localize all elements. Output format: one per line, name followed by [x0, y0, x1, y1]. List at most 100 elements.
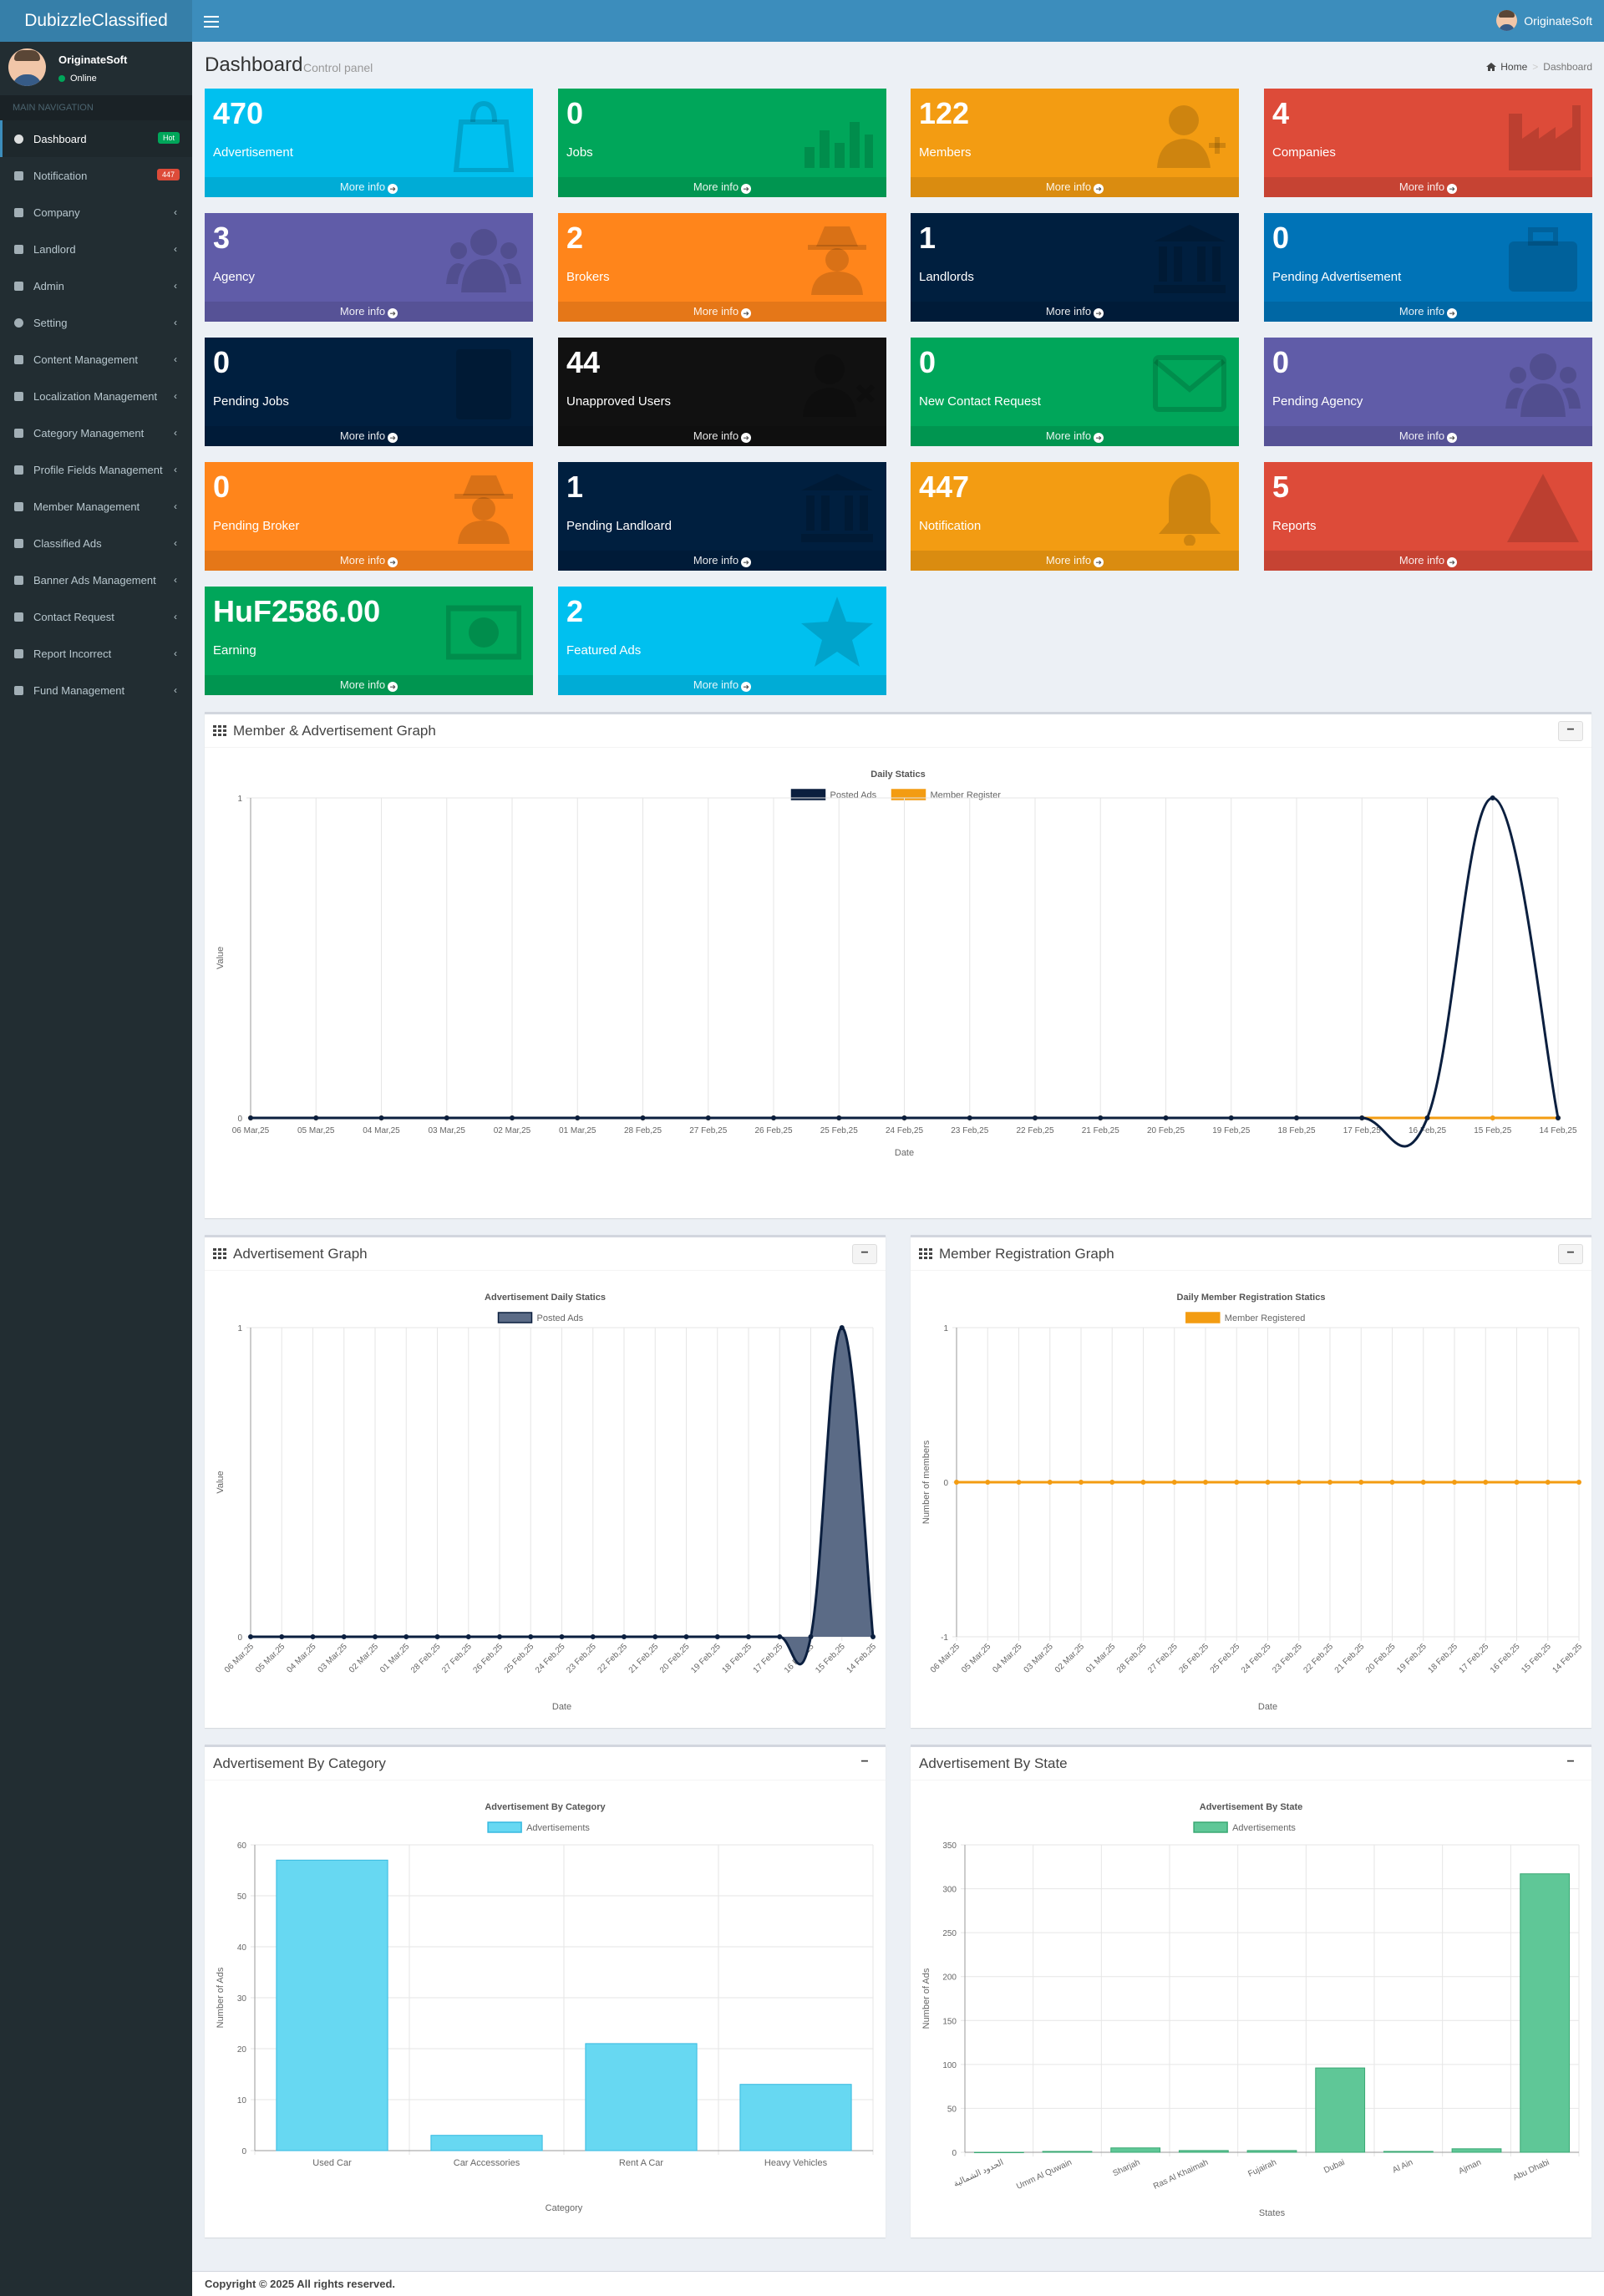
- data-point[interactable]: [1203, 1480, 1208, 1485]
- data-point[interactable]: [746, 1634, 751, 1639]
- app-logo[interactable]: DubizzleClassified: [0, 0, 192, 42]
- data-point[interactable]: [1265, 1480, 1271, 1485]
- more-info-link[interactable]: More info ➜: [205, 675, 533, 695]
- data-point[interactable]: [1033, 1115, 1038, 1120]
- data-point[interactable]: [622, 1634, 627, 1639]
- data-point[interactable]: [967, 1115, 972, 1120]
- sidebar-item-contact-request[interactable]: Contact Request ‹: [0, 598, 192, 635]
- legend-swatch[interactable]: [1193, 1821, 1228, 1833]
- data-point[interactable]: [1296, 1480, 1302, 1485]
- bar[interactable]: [1451, 2148, 1502, 2153]
- data-point[interactable]: [705, 1115, 711, 1120]
- data-point[interactable]: [1228, 1115, 1234, 1120]
- data-point[interactable]: [1327, 1480, 1332, 1485]
- more-info-link[interactable]: More info ➜: [1264, 177, 1592, 197]
- bar[interactable]: [1110, 2147, 1161, 2153]
- data-point[interactable]: [714, 1634, 720, 1639]
- data-point[interactable]: [559, 1634, 565, 1639]
- more-info-link[interactable]: More info ➜: [558, 177, 886, 197]
- sidebar-item-admin[interactable]: Admin ‹: [0, 267, 192, 304]
- legend-swatch[interactable]: [891, 789, 926, 800]
- data-point[interactable]: [248, 1115, 253, 1120]
- bar[interactable]: [1520, 1873, 1571, 2153]
- more-info-link[interactable]: More info ➜: [558, 302, 886, 322]
- collapse-button[interactable]: −: [1566, 1755, 1575, 1769]
- data-point[interactable]: [575, 1115, 581, 1120]
- bar[interactable]: [585, 2043, 698, 2151]
- data-point[interactable]: [954, 1480, 959, 1485]
- sidebar-item-profile-fields-management[interactable]: Profile Fields Management ‹: [0, 451, 192, 488]
- sidebar-item-category-management[interactable]: Category Management ‹: [0, 414, 192, 451]
- data-point[interactable]: [1452, 1480, 1457, 1485]
- sidebar-item-setting[interactable]: Setting ‹: [0, 304, 192, 341]
- data-point[interactable]: [313, 1115, 319, 1120]
- data-point[interactable]: [871, 1634, 876, 1639]
- data-point[interactable]: [1359, 1115, 1365, 1120]
- data-point[interactable]: [683, 1634, 689, 1639]
- more-info-link[interactable]: More info ➜: [1264, 551, 1592, 571]
- data-point[interactable]: [444, 1115, 449, 1120]
- data-point[interactable]: [1140, 1480, 1146, 1485]
- data-point[interactable]: [1163, 1115, 1169, 1120]
- data-point[interactable]: [1514, 1480, 1520, 1485]
- collapse-button[interactable]: −: [1558, 721, 1583, 741]
- bar[interactable]: [1178, 2150, 1229, 2153]
- more-info-link[interactable]: More info ➜: [911, 302, 1239, 322]
- more-info-link[interactable]: More info ➜: [911, 551, 1239, 571]
- data-point[interactable]: [652, 1634, 658, 1639]
- data-point[interactable]: [1294, 1115, 1299, 1120]
- data-point[interactable]: [640, 1115, 646, 1120]
- more-info-link[interactable]: More info ➜: [205, 302, 533, 322]
- data-point[interactable]: [1420, 1480, 1426, 1485]
- data-point[interactable]: [310, 1634, 316, 1639]
- collapse-button[interactable]: −: [1558, 1244, 1583, 1264]
- legend-swatch[interactable]: [1185, 1312, 1221, 1323]
- data-point[interactable]: [378, 1115, 384, 1120]
- data-point[interactable]: [771, 1115, 776, 1120]
- more-info-link[interactable]: More info ➜: [1264, 426, 1592, 446]
- sidebar-item-banner-ads-management[interactable]: Banner Ads Management ‹: [0, 561, 192, 598]
- breadcrumb-home[interactable]: Home: [1500, 61, 1528, 73]
- more-info-link[interactable]: More info ➜: [205, 177, 533, 197]
- sidebar-item-member-management[interactable]: Member Management ‹: [0, 488, 192, 525]
- data-point[interactable]: [1109, 1480, 1115, 1485]
- bar[interactable]: [1315, 2067, 1366, 2153]
- data-point[interactable]: [1234, 1480, 1240, 1485]
- data-point[interactable]: [497, 1634, 502, 1639]
- bar[interactable]: [430, 2135, 543, 2151]
- data-point[interactable]: [985, 1480, 991, 1485]
- data-point[interactable]: [1079, 1480, 1084, 1485]
- collapse-button[interactable]: −: [860, 1755, 869, 1769]
- data-point[interactable]: [1358, 1480, 1364, 1485]
- collapse-button[interactable]: −: [852, 1244, 877, 1264]
- data-point[interactable]: [1576, 1480, 1581, 1485]
- bar[interactable]: [739, 2084, 852, 2151]
- sidebar-item-landlord[interactable]: Landlord ‹: [0, 231, 192, 267]
- data-point[interactable]: [341, 1634, 347, 1639]
- sidebar-item-report-incorrect[interactable]: Report Incorrect ‹: [0, 635, 192, 672]
- legend-swatch[interactable]: [487, 1821, 522, 1833]
- data-point[interactable]: [279, 1634, 285, 1639]
- data-point[interactable]: [839, 1325, 845, 1330]
- data-point[interactable]: [1483, 1480, 1489, 1485]
- data-point[interactable]: [1490, 795, 1495, 800]
- data-point[interactable]: [465, 1634, 471, 1639]
- data-point[interactable]: [1556, 1115, 1561, 1120]
- legend-swatch[interactable]: [497, 1312, 533, 1323]
- more-info-link[interactable]: More info ➜: [205, 426, 533, 446]
- more-info-link[interactable]: More info ➜: [558, 675, 886, 695]
- more-info-link[interactable]: More info ➜: [911, 177, 1239, 197]
- data-point[interactable]: [248, 1634, 253, 1639]
- data-point[interactable]: [777, 1634, 783, 1639]
- sidebar-item-content-management[interactable]: Content Management ‹: [0, 341, 192, 378]
- more-info-link[interactable]: More info ➜: [911, 426, 1239, 446]
- bar[interactable]: [973, 2151, 1024, 2153]
- more-info-link[interactable]: More info ➜: [558, 426, 886, 446]
- sidebar-item-company[interactable]: Company ‹: [0, 194, 192, 231]
- more-info-link[interactable]: More info ➜: [1264, 302, 1592, 322]
- sidebar-item-dashboard[interactable]: Dashboard Hot: [0, 120, 192, 157]
- data-point[interactable]: [1098, 1115, 1104, 1120]
- user-menu[interactable]: OriginateSoft: [1496, 10, 1592, 31]
- data-point[interactable]: [808, 1634, 814, 1639]
- sidebar-item-localization-management[interactable]: Localization Management ‹: [0, 378, 192, 414]
